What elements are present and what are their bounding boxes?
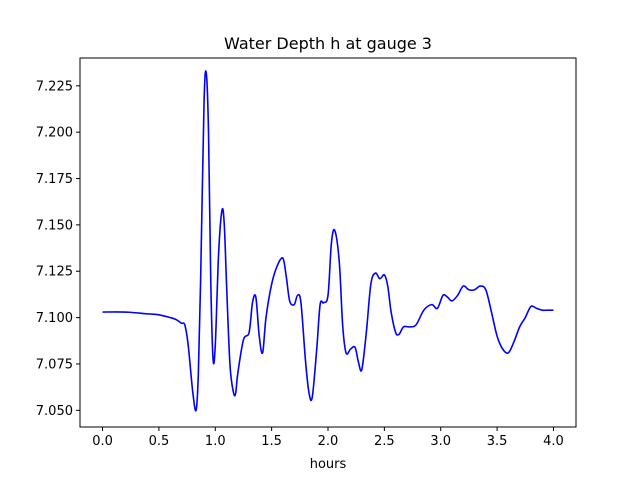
x-tick-label: 4.0 [543, 434, 564, 449]
x-tick-label: 2.0 [318, 434, 339, 449]
x-tick-label: 1.5 [261, 434, 282, 449]
y-tick-label: 7.150 [36, 218, 73, 233]
x-tick-label: 0.0 [92, 434, 113, 449]
x-tick-label: 0.5 [149, 434, 170, 449]
x-tick-label: 1.0 [205, 434, 226, 449]
x-tick-label: 3.0 [430, 434, 451, 449]
x-axis-title: hours [310, 457, 347, 472]
y-tick-label: 7.225 [36, 79, 73, 94]
plot-area [79, 57, 577, 428]
x-tick-label: 2.5 [374, 434, 395, 449]
x-tick-label: 3.5 [487, 434, 508, 449]
axes-frame [79, 57, 577, 428]
y-tick-label: 7.200 [36, 126, 73, 141]
series-layer [102, 70, 554, 412]
y-tick-label: 7.050 [36, 404, 73, 419]
y-axis-ticks: 7.050 7.075 7.100 7.125 7.150 7.175 7.200 7.225 [36, 79, 80, 419]
x-axis-ticks: 0.0 0.5 1.0 1.5 2.0 2.5 3.0 3.5 4.0 [92, 427, 564, 449]
y-tick-label: 7.075 [36, 357, 73, 372]
chart-title: Water Depth h at gauge 3 [224, 34, 432, 53]
y-tick-label: 7.125 [36, 265, 73, 280]
y-tick-label: 7.175 [36, 172, 73, 187]
series-line [102, 70, 554, 412]
y-tick-label: 7.100 [36, 311, 73, 326]
